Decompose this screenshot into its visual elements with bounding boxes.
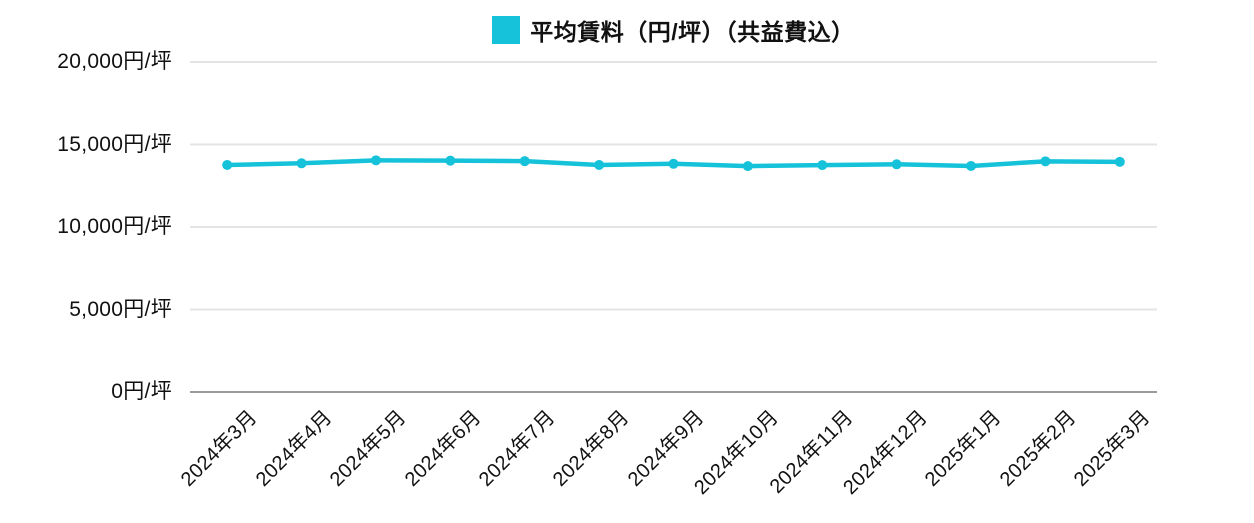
- data-point[interactable]: [668, 158, 679, 169]
- legend-item-average-rent[interactable]: 平均賃料（円/坪）（共益費込）: [492, 13, 854, 47]
- data-point[interactable]: [296, 158, 307, 169]
- legend-color-swatch: [492, 16, 521, 44]
- y-tick-label: 15,000円/坪: [57, 132, 172, 156]
- data-point[interactable]: [966, 160, 977, 171]
- data-point[interactable]: [1114, 156, 1125, 167]
- data-point[interactable]: [519, 156, 530, 167]
- data-point[interactable]: [742, 161, 753, 172]
- data-point[interactable]: [222, 159, 233, 170]
- legend-label: 平均賃料（円/坪）（共益費込）: [530, 19, 855, 45]
- data-point[interactable]: [891, 159, 902, 170]
- data-point[interactable]: [445, 155, 456, 166]
- data-point[interactable]: [817, 160, 828, 171]
- y-tick-label: 10,000円/坪: [57, 215, 172, 238]
- y-tick-label: 0円/坪: [111, 380, 172, 403]
- chart-legend: 平均賃料（円/坪）（共益費込）: [190, 13, 1157, 47]
- data-point[interactable]: [1040, 156, 1051, 167]
- y-tick-label: 20,000円/坪: [57, 50, 172, 73]
- data-point[interactable]: [370, 155, 381, 166]
- data-point[interactable]: [594, 159, 605, 170]
- y-tick-label: 5,000円/坪: [69, 297, 172, 321]
